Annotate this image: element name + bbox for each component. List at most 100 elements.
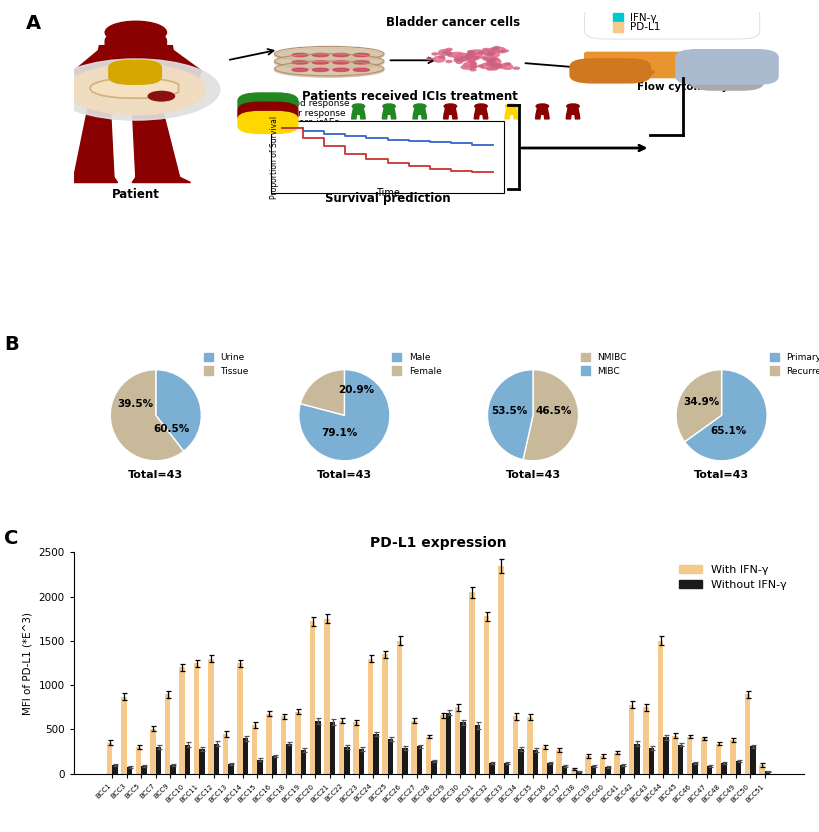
Ellipse shape xyxy=(312,53,328,57)
Bar xyxy=(431,761,437,774)
Circle shape xyxy=(454,59,459,62)
Text: Bladder cancer cells: Bladder cancer cells xyxy=(386,17,520,29)
Bar xyxy=(373,734,378,774)
Bar xyxy=(382,654,387,774)
Circle shape xyxy=(382,104,395,108)
Bar xyxy=(266,714,272,774)
Circle shape xyxy=(426,57,432,60)
Circle shape xyxy=(477,52,483,54)
Circle shape xyxy=(513,67,518,69)
Circle shape xyxy=(566,104,578,108)
Bar xyxy=(156,747,161,774)
Bar xyxy=(677,745,682,774)
Text: Total=43: Total=43 xyxy=(128,470,183,480)
Polygon shape xyxy=(565,114,570,119)
Circle shape xyxy=(639,70,654,75)
Circle shape xyxy=(536,104,548,108)
Text: B: B xyxy=(4,335,19,354)
Bar xyxy=(338,721,344,774)
Bar xyxy=(396,641,402,774)
Ellipse shape xyxy=(292,53,308,57)
Polygon shape xyxy=(360,114,364,119)
Bar xyxy=(483,617,489,774)
Ellipse shape xyxy=(447,52,463,57)
Bar xyxy=(643,707,648,774)
Bar xyxy=(663,737,668,774)
Circle shape xyxy=(432,53,437,55)
Bar xyxy=(715,744,721,774)
Bar xyxy=(561,765,567,774)
Bar xyxy=(179,667,185,774)
Bar xyxy=(672,735,677,774)
Ellipse shape xyxy=(500,63,512,69)
Ellipse shape xyxy=(438,50,450,56)
Bar xyxy=(257,760,263,774)
Text: Patients received ICIs treatment: Patients received ICIs treatment xyxy=(301,90,517,102)
Bar xyxy=(455,707,460,774)
Text: 20.9%: 20.9% xyxy=(337,385,373,395)
Circle shape xyxy=(474,104,486,108)
Circle shape xyxy=(469,53,475,55)
Ellipse shape xyxy=(432,57,445,62)
Circle shape xyxy=(486,63,491,65)
Ellipse shape xyxy=(463,62,476,67)
Circle shape xyxy=(465,53,471,56)
FancyBboxPatch shape xyxy=(691,54,761,78)
Polygon shape xyxy=(74,106,114,177)
Polygon shape xyxy=(382,114,387,119)
Bar xyxy=(170,765,176,774)
Polygon shape xyxy=(505,114,509,119)
Bar xyxy=(112,765,118,774)
Text: Total=43: Total=43 xyxy=(316,470,372,480)
Bar xyxy=(735,761,740,774)
FancyBboxPatch shape xyxy=(238,102,297,124)
Bar xyxy=(764,771,770,774)
Wedge shape xyxy=(486,369,532,460)
Text: Poor response: Poor response xyxy=(282,109,345,117)
Text: Proportion of Survival: Proportion of Survival xyxy=(269,116,278,199)
Bar xyxy=(706,765,712,774)
Circle shape xyxy=(491,63,496,65)
Circle shape xyxy=(487,52,493,53)
Bar xyxy=(315,721,320,774)
Bar xyxy=(532,750,538,774)
Text: 39.5%: 39.5% xyxy=(117,399,153,409)
Bar xyxy=(416,746,422,774)
Circle shape xyxy=(505,62,510,65)
Ellipse shape xyxy=(353,61,369,64)
FancyBboxPatch shape xyxy=(584,7,759,39)
FancyBboxPatch shape xyxy=(675,50,777,84)
Bar xyxy=(121,696,127,774)
Circle shape xyxy=(488,59,494,62)
Wedge shape xyxy=(298,369,390,461)
Ellipse shape xyxy=(489,64,505,68)
Text: Severe irAEs: Severe irAEs xyxy=(282,118,338,127)
FancyBboxPatch shape xyxy=(569,59,649,83)
FancyBboxPatch shape xyxy=(105,33,166,54)
Circle shape xyxy=(505,104,518,108)
Bar xyxy=(446,713,451,774)
Circle shape xyxy=(482,48,488,51)
Text: 53.5%: 53.5% xyxy=(491,406,527,416)
Bar xyxy=(504,763,509,774)
Circle shape xyxy=(468,61,474,62)
Text: 60.5%: 60.5% xyxy=(153,424,190,434)
Polygon shape xyxy=(421,114,426,119)
Bar xyxy=(344,747,350,774)
Polygon shape xyxy=(574,114,579,119)
Bar xyxy=(527,717,532,774)
Bar xyxy=(547,763,552,774)
Text: Survival prediction: Survival prediction xyxy=(324,192,450,206)
Bar xyxy=(648,748,654,774)
Title: PD-L1 expression: PD-L1 expression xyxy=(370,536,506,550)
Circle shape xyxy=(459,57,466,59)
FancyBboxPatch shape xyxy=(270,121,504,193)
Text: Time: Time xyxy=(375,188,399,198)
Bar xyxy=(150,729,156,774)
Bar xyxy=(489,763,495,774)
Bar xyxy=(251,725,257,774)
Text: Total=43: Total=43 xyxy=(505,470,560,480)
Bar xyxy=(208,659,214,774)
Polygon shape xyxy=(536,108,548,114)
Legend: NMIBC, MIBC: NMIBC, MIBC xyxy=(577,349,630,379)
